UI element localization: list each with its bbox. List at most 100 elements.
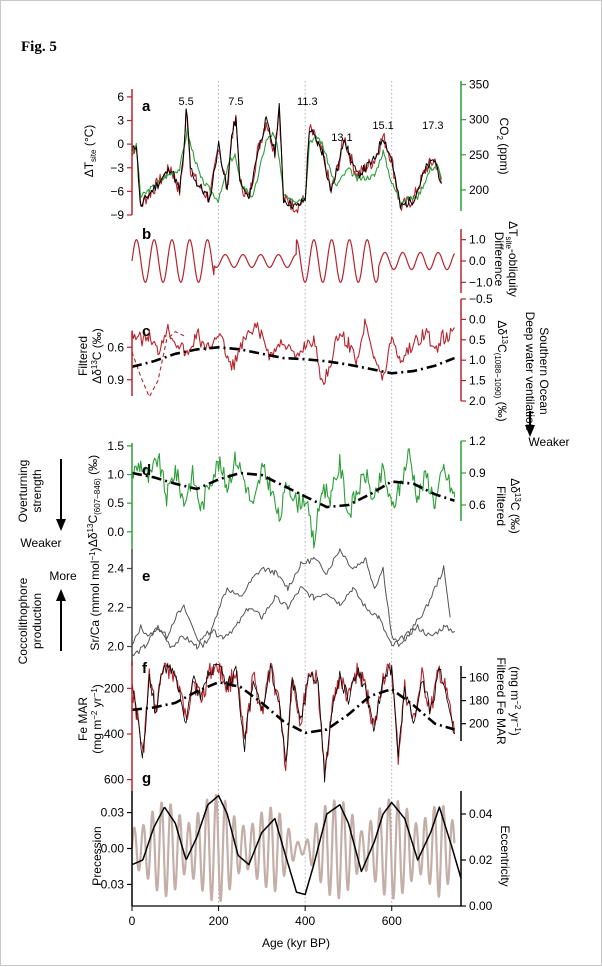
figure-label: Fig. 5: [21, 39, 57, 55]
left-tick-label: 0.0: [107, 525, 124, 539]
left-tick-label: 2.0: [107, 640, 124, 654]
mis-label: 11.3: [297, 96, 318, 108]
left-tick-label: 2.2: [107, 601, 124, 615]
label-filtered-d13c-c: Filtered: [76, 336, 90, 376]
label-coccolithophore: Coccolithophore: [16, 577, 30, 664]
left-tick-label: 2.4: [107, 562, 124, 576]
right-tick-label: 0.6: [469, 498, 486, 512]
vertical-gridlines: [218, 81, 393, 906]
series-eccentricity: [131, 794, 462, 896]
arrow-down-icon: [56, 459, 66, 531]
series-sr-ca-0: [131, 548, 451, 648]
right-tick-label: 1.2: [469, 434, 486, 448]
mis-label: 7.5: [228, 96, 243, 108]
panel-letter-c: c: [142, 323, 150, 340]
left-tick-label: −3: [110, 161, 124, 175]
panel-letter-g: g: [142, 770, 151, 787]
right-tick-label: 0.9: [469, 466, 486, 480]
series-difference: [131, 239, 456, 283]
series-fe-mar-black: [131, 664, 455, 783]
left-tick-label: 0.03: [101, 806, 125, 820]
series-d13c-607-846: [131, 448, 456, 549]
label-weaker-d: Weaker: [20, 536, 61, 550]
panel-letter-e: e: [142, 568, 150, 585]
plot-series: [130, 103, 462, 902]
right-tick-label: 350: [469, 78, 489, 92]
left-tick-label: 200: [104, 681, 124, 695]
label-southern-ocean: Southern Ocean: [537, 327, 551, 414]
mis-label: 5.5: [178, 96, 193, 108]
left-tick-label: 0.9: [107, 373, 124, 387]
label-dT-obliquity: ΔTsite-obliquity: [504, 221, 520, 297]
label-more: More: [49, 569, 77, 583]
label-sr-ca: Sr/Ca (mmol mol−1): [88, 547, 102, 650]
series-dT-black: [131, 103, 442, 210]
panel-letter-b: b: [142, 226, 151, 243]
left-tick-label: −9: [110, 208, 124, 222]
label-production: production: [30, 593, 44, 649]
series-filtered-fe-mar: [131, 680, 455, 735]
left-tick-label: 6: [117, 90, 124, 104]
label-eccentricity: Eccentricity: [498, 825, 512, 886]
left-tick-label: 1.5: [107, 439, 124, 453]
panel-letter-d: d: [142, 462, 151, 479]
label-d13c-607-846: Δδ13C(607−846) (‰): [86, 455, 102, 547]
right-tick-label: 0.0: [469, 254, 486, 268]
right-tick-label: 2.0: [469, 394, 486, 408]
right-tick-label: 200: [469, 183, 489, 197]
series-co2: [131, 127, 443, 204]
right-tick-label: 300: [469, 113, 489, 127]
series-d13c-1088-1090: [131, 318, 455, 386]
right-tick-label: 0.02: [469, 853, 493, 867]
left-tick-label: 600: [104, 773, 124, 787]
series-dT-site: [131, 105, 443, 214]
right-tick-label: 0.5: [469, 333, 486, 347]
label-deep-water: Deep water ventilation: [523, 312, 537, 431]
x-tick-label: 200: [209, 914, 229, 928]
mis-annotations: 5.5 7.5 11.3 13.1 15.1 17.3: [178, 96, 443, 144]
right-tick-label: 1.5: [469, 374, 486, 388]
right-tick-label: 160: [469, 671, 489, 685]
x-tick-label: 600: [382, 914, 402, 928]
x-tick-label: 400: [295, 914, 315, 928]
label-overturning: Overturning: [16, 460, 30, 523]
panel-letter-a: a: [142, 98, 151, 115]
axes: 0 200 400 600 6 3 0 −3 −6 −9 350 300 250 200 1.0 0.0 −1.…: [94, 78, 493, 928]
left-tick-label: 0.6: [107, 340, 124, 354]
right-tick-label: 0.0: [469, 312, 486, 326]
left-tick-label: 0: [117, 137, 124, 151]
label-filtered-d: Filtered: [494, 486, 508, 526]
left-tick-label: −0.03: [94, 877, 125, 891]
right-tick-label: 1.0: [469, 233, 486, 247]
series-fe-mar: [131, 662, 456, 773]
x-axis-label: Age (kyr BP): [262, 936, 330, 950]
label-dT-site: ΔTsite (°C): [82, 125, 98, 178]
label-d13c-d: Δδ13C (‰): [508, 478, 522, 534]
label-fe-mar-units: (mg m−2 yr−1): [90, 684, 104, 754]
panel-letter-f: f: [142, 660, 148, 677]
left-tick-label: 3: [117, 114, 124, 128]
arrow-down-icon: [525, 411, 535, 437]
right-tick-label: 1.0: [469, 353, 486, 367]
series-precession: [130, 793, 456, 902]
mis-label: 15.1: [372, 120, 393, 132]
label-d13c-1088-1090: Δδ13C(1088−1090) (‰): [493, 320, 509, 421]
left-tick-label: 1.0: [107, 468, 124, 482]
label-fe-mar: Fe MAR: [76, 697, 90, 741]
label-d13c-c: Δδ13C (‰): [90, 328, 104, 384]
label-difference: Difference: [492, 232, 506, 287]
right-tick-label: 200: [469, 717, 489, 731]
label-filtered-fe: Filtered Fe MAR: [494, 657, 508, 745]
label-weaker-c: Weaker: [528, 435, 569, 449]
x-tick-label: 0: [129, 914, 136, 928]
left-tick-label: −6: [110, 184, 124, 198]
label-co2: CO2 (ppm): [495, 117, 511, 174]
series-sr-ca-1: [131, 586, 455, 656]
series-filtered-d13c-c: [131, 346, 455, 375]
right-tick-label: 0.04: [469, 807, 493, 821]
right-tick-label: 250: [469, 148, 489, 162]
label-precession: Precession: [90, 826, 104, 885]
series-d13c-dashed: [131, 331, 185, 398]
